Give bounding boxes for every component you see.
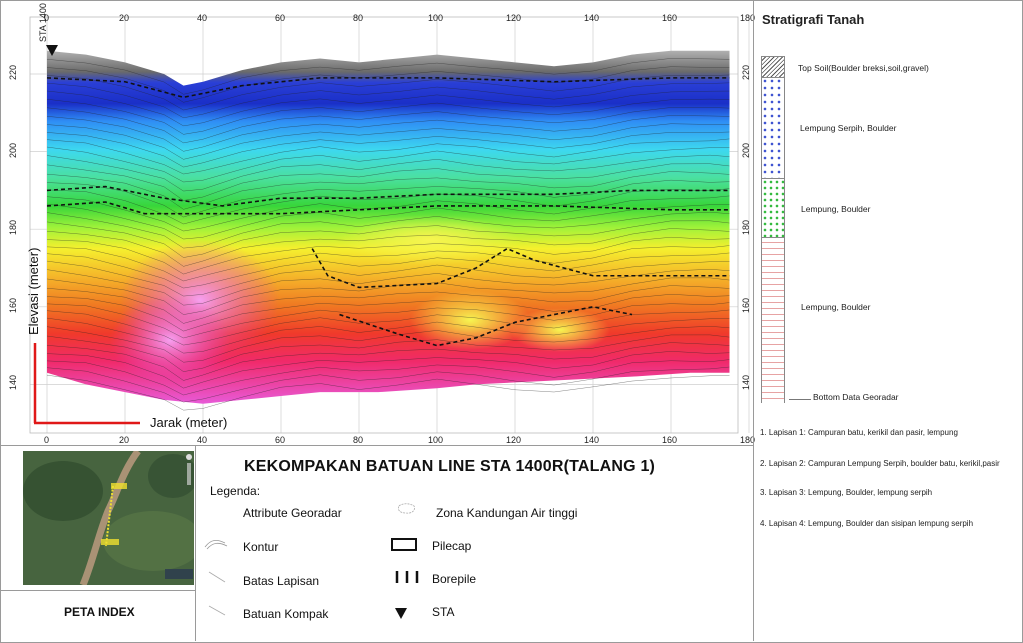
tick-label: 140 bbox=[584, 435, 600, 445]
index-map-image bbox=[23, 451, 194, 585]
lapisan-1: 1. Lapisan 1: Campuran batu, kerikil dan… bbox=[760, 428, 958, 437]
tick-label: 60 bbox=[275, 435, 286, 445]
legend-attribute-label: Attribute Georadar bbox=[243, 506, 342, 520]
sta-marker bbox=[46, 45, 58, 56]
tick-label: 140 bbox=[741, 375, 751, 391]
legend-icon-kompak bbox=[208, 605, 226, 616]
legend-icon-sta bbox=[395, 608, 407, 619]
tick-label: 0 bbox=[44, 13, 50, 23]
legend-icon-attribute bbox=[207, 506, 227, 508]
main-title: KEKOMPAKAN BATUAN LINE STA 1400R(TALANG … bbox=[244, 458, 656, 475]
legend-kompak-label: Batuan Kompak bbox=[243, 607, 329, 621]
tick-label: 160 bbox=[8, 297, 18, 313]
legend-icon-borepile bbox=[395, 571, 419, 583]
y-axis-label: Elevasi (meter) bbox=[26, 247, 41, 335]
legend-icon-batas bbox=[208, 571, 226, 583]
bottom-data-tick bbox=[789, 399, 811, 400]
tick-label: 140 bbox=[584, 13, 600, 23]
lapisan-3: 3. Lapisan 3: Lempung, Boulder, lempung … bbox=[760, 488, 933, 497]
panel-divider-right bbox=[753, 0, 754, 641]
lapisan-4: 4. Lapisan 4: Lempung, Boulder dan sisip… bbox=[760, 519, 974, 528]
anomaly-zones bbox=[110, 215, 610, 385]
tick-label: 140 bbox=[8, 375, 18, 391]
tick-label: 120 bbox=[506, 13, 522, 23]
tick-label: 220 bbox=[741, 64, 751, 80]
tick-label: 100 bbox=[428, 13, 444, 23]
tick-label: 220 bbox=[8, 64, 18, 80]
map-caption-divider bbox=[0, 590, 195, 591]
panel-divider-top bbox=[0, 445, 753, 446]
legend-borepile-label: Borepile bbox=[432, 572, 477, 586]
tick-label: 40 bbox=[197, 13, 208, 23]
legend-icon-zona-air bbox=[398, 503, 415, 514]
strat-label-1: Top Soil(Boulder breksi,soil,gravel) bbox=[798, 63, 929, 73]
tick-label: 180 bbox=[741, 220, 751, 236]
tick-label: 160 bbox=[662, 13, 678, 23]
tick-label: 20 bbox=[119, 435, 130, 445]
layer-boundaries bbox=[46, 77, 730, 347]
legend-title: Legenda: bbox=[210, 484, 261, 498]
legend-batas-label: Batas Lapisan bbox=[243, 574, 320, 588]
lapisan-2: 2. Lapisan 2: Campuran Lempung Serpih, b… bbox=[760, 459, 1000, 468]
legend-pilecap-label: Pilecap bbox=[432, 539, 472, 553]
strat-layer-topsoil bbox=[762, 57, 784, 78]
tick-label: 180 bbox=[740, 435, 756, 445]
tick-label: 160 bbox=[741, 297, 751, 313]
panel-divider-map bbox=[195, 445, 196, 641]
bottom-data-label: Bottom Data Georadar bbox=[813, 392, 899, 402]
peta-index-label: PETA INDEX bbox=[64, 605, 135, 619]
strat-layer-lempung-boulder-1 bbox=[762, 179, 784, 238]
tick-label: 80 bbox=[353, 435, 364, 445]
tick-label: 200 bbox=[741, 142, 751, 158]
tick-label: 200 bbox=[8, 142, 18, 158]
strat-layer-lempung-boulder-2 bbox=[762, 238, 784, 404]
stratigrafi-title: Stratigrafi Tanah bbox=[762, 12, 865, 27]
legend-kontur-label: Kontur bbox=[243, 540, 279, 554]
legend-icon-kontur bbox=[204, 539, 228, 550]
tick-label: 160 bbox=[662, 435, 678, 445]
tick-label: 0 bbox=[44, 435, 50, 445]
tick-label: 40 bbox=[197, 435, 208, 445]
x-axis-label: Jarak (meter) bbox=[150, 415, 228, 430]
tick-label: 60 bbox=[275, 13, 286, 23]
strat-label-4: Lempung, Boulder bbox=[801, 302, 871, 312]
tick-label: 180 bbox=[8, 220, 18, 236]
strat-label-2: Lempung Serpih, Boulder bbox=[800, 123, 897, 133]
legend-sta-label: STA bbox=[432, 605, 455, 619]
strat-column bbox=[761, 56, 785, 404]
legend-icon-pilecap bbox=[391, 538, 417, 551]
sta-label: STA 1400 bbox=[38, 3, 48, 42]
tick-label: 180 bbox=[740, 13, 756, 23]
tick-label: 80 bbox=[353, 13, 364, 23]
legend-zona-air-label: Zona Kandungan Air tinggi bbox=[436, 506, 578, 520]
tick-label: 120 bbox=[506, 435, 522, 445]
tick-label: 100 bbox=[428, 435, 444, 445]
strat-layer-lempung-serpih bbox=[762, 78, 784, 179]
tick-label: 20 bbox=[119, 13, 130, 23]
strat-label-3: Lempung, Boulder bbox=[801, 204, 871, 214]
